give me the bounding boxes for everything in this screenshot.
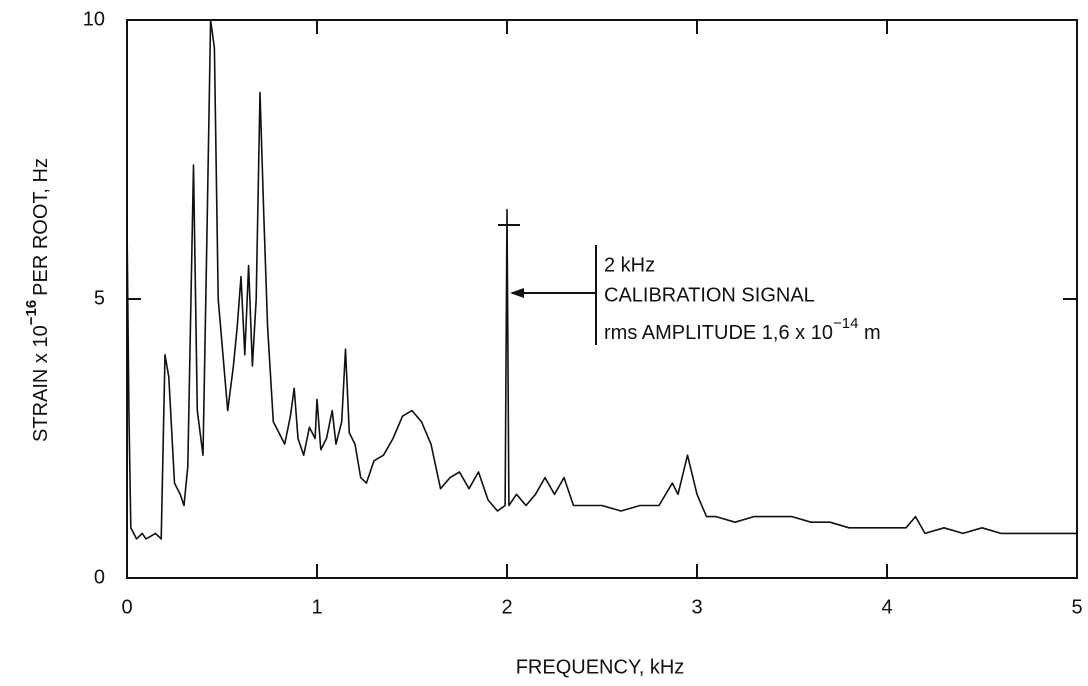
x-tick-label: 4 bbox=[881, 596, 892, 618]
y-tick-label: 5 bbox=[94, 287, 105, 309]
x-tick-label: 0 bbox=[121, 596, 132, 618]
annotation-arrowhead bbox=[510, 288, 524, 298]
x-tick-label: 1 bbox=[311, 596, 322, 618]
annotation: 2 kHz CALIBRATION SIGNAL rms AMPLITUDE 1… bbox=[498, 224, 881, 345]
x-axis-title: FREQUENCY, kHz bbox=[516, 656, 685, 678]
annotation-exponent: −14 bbox=[833, 315, 858, 332]
annotation-text: rms AMPLITUDE 1,6 x 10−14 m bbox=[604, 315, 881, 344]
x-tick-label: 2 bbox=[501, 596, 512, 618]
spectrum-line bbox=[126, 19, 1077, 540]
y-tick-label: 0 bbox=[94, 566, 105, 588]
y-title-rest: PER ROOT, Hz bbox=[30, 158, 52, 296]
y-axis-title: STRAIN x 10−16 PER ROOT, Hz bbox=[23, 158, 52, 442]
plot-frame bbox=[126, 19, 1078, 579]
annotation-text: CALIBRATION SIGNAL bbox=[604, 284, 815, 306]
y-title-main: STRAIN x 10 bbox=[30, 325, 52, 442]
annotation-text: 2 kHz bbox=[604, 254, 655, 276]
annotation-main: rms AMPLITUDE 1,6 x 10 bbox=[604, 322, 833, 344]
x-tick-label: 5 bbox=[1071, 596, 1082, 618]
y-title-exponent: −16 bbox=[23, 300, 40, 325]
y-tick-label: 10 bbox=[83, 8, 105, 30]
annotation-rest: m bbox=[858, 322, 880, 344]
x-tick-label: 3 bbox=[691, 596, 702, 618]
